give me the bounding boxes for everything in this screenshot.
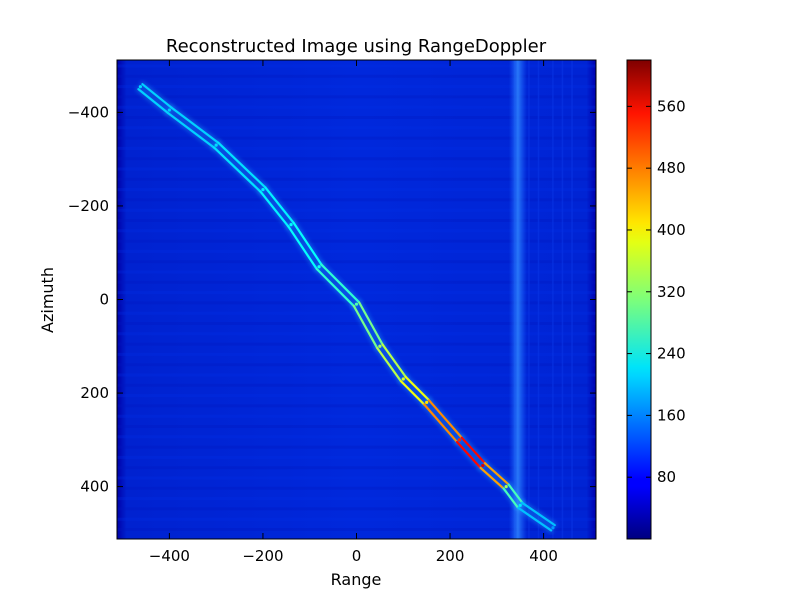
colorbar-tick-label: 240	[657, 345, 686, 363]
track-segment	[520, 501, 556, 527]
x-tick-label: 200	[436, 547, 465, 565]
x-tick-label: 400	[529, 547, 558, 565]
y-axis-label: Azimuth	[38, 267, 57, 333]
track-segment	[381, 343, 407, 379]
y-tick-label: 200	[80, 384, 109, 402]
track-segment	[404, 375, 431, 402]
track-point	[378, 344, 382, 348]
track-segment	[264, 186, 295, 224]
track-point	[481, 463, 485, 468]
track-segment	[315, 267, 356, 308]
track-segment	[320, 263, 360, 304]
track-point	[214, 143, 218, 147]
track-segment	[376, 347, 402, 382]
track-segment	[217, 141, 267, 189]
vertical-band	[508, 60, 527, 539]
track-segment	[455, 440, 482, 469]
track-point	[167, 108, 171, 112]
track-point	[425, 400, 429, 405]
track-point	[261, 187, 265, 192]
track-segment	[483, 462, 510, 486]
x-axis: −400 −200 0 200 400	[149, 60, 558, 565]
x-tick-label: −200	[242, 547, 283, 565]
y-tick-label: −400	[68, 103, 109, 121]
colorbar-tick-label: 480	[657, 159, 686, 177]
track-point	[289, 223, 293, 227]
track-point	[138, 85, 142, 89]
track-point	[401, 377, 405, 381]
track-segment	[427, 399, 463, 439]
track-segment	[460, 436, 487, 465]
track-segment	[166, 111, 216, 149]
track-segment	[399, 380, 426, 406]
target-track	[135, 81, 558, 533]
track-point	[354, 302, 359, 306]
colorbar-tick-label: 80	[657, 468, 676, 486]
colorbar-tick-label: 560	[657, 97, 686, 115]
track-segment	[212, 146, 262, 193]
chart-title: Reconstructed Image using RangeDoppler	[166, 36, 547, 57]
track-segment	[259, 190, 290, 228]
x-tick-label: −400	[149, 547, 190, 565]
track-segment	[502, 487, 519, 509]
track-point	[518, 503, 522, 507]
track-point	[457, 438, 462, 442]
x-axis-label: Range	[331, 570, 382, 589]
track-point	[551, 526, 555, 530]
track-point	[504, 485, 508, 489]
y-tick-label: −200	[68, 197, 109, 215]
colorbar-tick-label: 160	[657, 406, 686, 424]
track-segment	[292, 221, 323, 267]
colorbar-tick-label: 320	[657, 283, 686, 301]
track-segment	[358, 301, 384, 346]
colorbar: 80 160 240 320 400 480 560	[626, 59, 686, 540]
x-tick-label: 0	[352, 547, 362, 565]
track-segment	[423, 403, 459, 444]
track-segment	[137, 88, 169, 114]
track-point	[317, 265, 321, 269]
y-tick-label: 0	[99, 291, 109, 309]
track-segment	[479, 466, 506, 491]
plot-area	[117, 60, 596, 539]
colorbar-ticks: 80 160 240 320 400 480 560	[627, 97, 686, 486]
track-segment	[141, 83, 173, 109]
track-segment	[170, 106, 220, 144]
track-segment	[352, 304, 379, 349]
track-segment	[507, 483, 524, 505]
y-tick-label: 400	[80, 478, 109, 496]
vertical-band-stripe	[508, 60, 527, 539]
colorbar-tick-label: 400	[657, 221, 686, 239]
track-segment	[517, 506, 553, 532]
colorbar-gradient	[626, 59, 652, 540]
y-axis: −400 −200 0 200 400	[68, 103, 596, 496]
track-segment	[287, 225, 318, 270]
